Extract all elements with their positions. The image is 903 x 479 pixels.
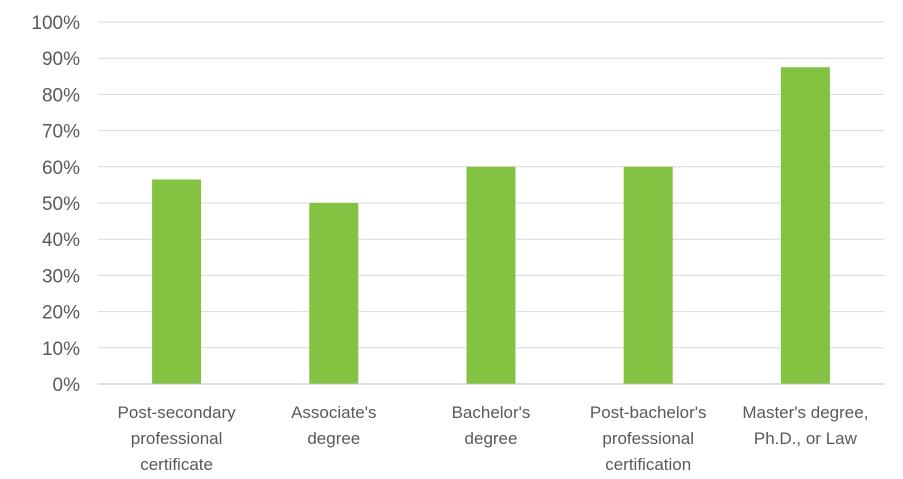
y-tick-label: 50% xyxy=(42,194,80,215)
y-tick-label: 10% xyxy=(42,339,80,360)
x-category-label: Associate's degree xyxy=(291,403,376,448)
x-category-label-line: degree xyxy=(465,429,518,448)
bar xyxy=(623,166,673,384)
x-category-label-line: certificate xyxy=(140,455,213,474)
x-category-label: Post-bachelor's professional certification xyxy=(590,403,707,474)
y-tick-label: 90% xyxy=(42,49,80,70)
y-tick-label: 0% xyxy=(53,375,81,396)
x-category-label-line: professional xyxy=(602,429,694,448)
y-tick-label: 100% xyxy=(31,13,80,34)
bar xyxy=(466,166,516,384)
x-category-label-line: Post-secondary xyxy=(118,403,237,422)
bars xyxy=(152,67,830,384)
x-axis-category-labels: Post-secondary professional certificate Ass… xyxy=(118,403,869,474)
y-axis-tick-labels: 0% 10% 20% 30% 40% 50% 60% 70% 80% 90% 100% xyxy=(31,13,80,396)
y-tick-label: 30% xyxy=(42,266,80,287)
x-category-label-line: professional xyxy=(131,429,223,448)
y-tick-label: 60% xyxy=(42,158,80,179)
y-tick-label: 80% xyxy=(42,85,80,106)
x-category-label-line: Ph.D., or Law xyxy=(754,429,858,448)
x-category-label: Master's degree, Ph.D., or Law xyxy=(742,403,868,448)
bar xyxy=(780,67,830,384)
bar xyxy=(152,179,202,384)
y-tick-label: 20% xyxy=(42,303,80,324)
y-tick-label: 40% xyxy=(42,230,80,251)
x-category-label-line: degree xyxy=(307,429,360,448)
bar xyxy=(309,203,359,384)
x-category-label-line: Bachelor's xyxy=(452,403,531,422)
x-category-label-line: certification xyxy=(605,455,691,474)
x-category-label: Post-secondary professional certificate xyxy=(118,403,237,474)
x-category-label-line: Associate's xyxy=(291,403,376,422)
x-category-label-line: Master's degree, xyxy=(742,403,868,422)
x-category-label-line: Post-bachelor's xyxy=(590,403,707,422)
y-tick-label: 70% xyxy=(42,122,80,143)
x-category-label: Bachelor's degree xyxy=(452,403,531,448)
